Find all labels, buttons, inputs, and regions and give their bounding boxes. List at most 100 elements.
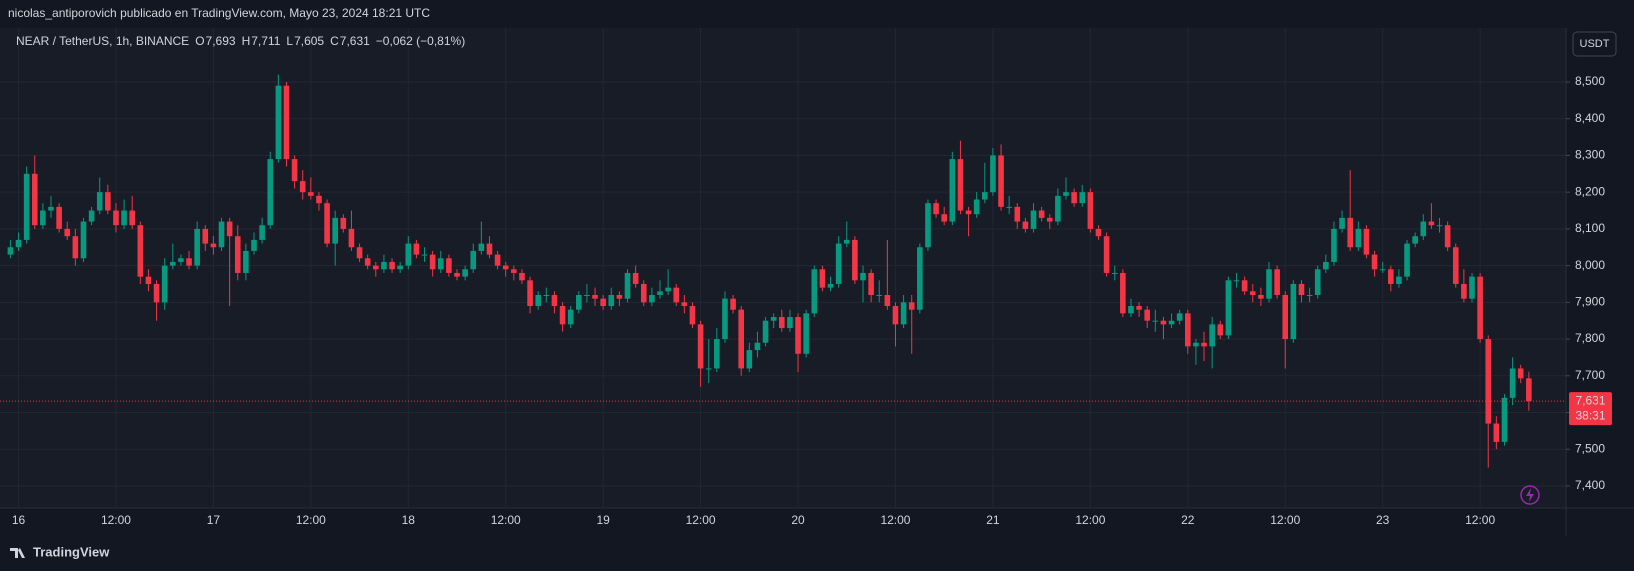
candle-body [632, 272, 639, 284]
last-price-label: 7,631 [1575, 393, 1605, 407]
legend-key: O [195, 34, 204, 48]
x-tick-label: 12:00 [101, 513, 131, 527]
candle-body [519, 272, 525, 281]
alert-bolt [1526, 488, 1534, 502]
candle-body [1103, 236, 1110, 273]
x-tick-label: 23 [1376, 513, 1390, 527]
candle-body [616, 294, 623, 299]
candle-body [105, 192, 111, 211]
candle-body [681, 302, 688, 307]
candle-body [1404, 243, 1410, 277]
candle-body [194, 228, 200, 266]
candle-body [478, 243, 485, 251]
candle-body [941, 214, 947, 222]
candle-body [1030, 210, 1037, 229]
candle-body [40, 210, 46, 226]
candle-body [486, 243, 493, 255]
candle-body [835, 243, 842, 284]
candle-body [1517, 368, 1524, 379]
candle-body [608, 294, 615, 307]
candle-body [925, 203, 931, 248]
candle-body [373, 265, 379, 270]
candle-body [1087, 192, 1094, 229]
candle-body [592, 294, 598, 299]
legend-change: −0,062 (−0,81%) [376, 34, 465, 48]
candle-body [502, 265, 509, 270]
candle-body [364, 258, 371, 266]
candle-body [1225, 280, 1232, 336]
candle-body [1420, 221, 1427, 237]
candle-body [527, 280, 533, 307]
candle-body [340, 217, 347, 229]
candle-body [1233, 280, 1240, 282]
candle-body [1412, 236, 1418, 244]
candle-body [1144, 309, 1150, 321]
candle-body [1526, 378, 1532, 402]
plot-area [0, 28, 1566, 508]
y-tick-label: 8,500 [1575, 74, 1605, 88]
candle-body [1022, 221, 1029, 229]
candle-body [1452, 247, 1459, 284]
candle-body [1355, 228, 1362, 248]
candle-body [559, 306, 566, 325]
candle-body [982, 192, 988, 200]
candle-body [397, 265, 403, 270]
candle-body [72, 236, 79, 259]
x-tick-label: 12:00 [1075, 513, 1105, 527]
legend-key: C [330, 34, 339, 48]
candle-body [1509, 368, 1516, 398]
currency[interactable]: USDT [1580, 38, 1610, 50]
candle-body [511, 269, 517, 273]
candle-body [803, 313, 809, 354]
legend-key: H [242, 34, 251, 48]
candle-body [421, 254, 428, 256]
candle-body [1485, 339, 1492, 424]
candle-body [779, 317, 785, 329]
candle-body [1282, 294, 1289, 340]
candle-body [405, 243, 412, 266]
candle-body [665, 287, 671, 292]
candle-body [121, 210, 127, 226]
candle-body [48, 206, 54, 211]
candle-body [1136, 306, 1142, 310]
legend: NEAR / TetherUS, 1h, BINANCE O 7,693 H 7,711… [16, 34, 465, 48]
candle-body [446, 258, 452, 273]
candle-body [1298, 283, 1305, 295]
candle-body [1128, 306, 1134, 314]
x-tick-label: 16 [12, 513, 26, 527]
x-tick-label: 20 [791, 513, 805, 527]
legend-value: 7,631 [340, 34, 370, 48]
y-tick-label: 8,100 [1575, 221, 1605, 235]
candle-body [1209, 324, 1215, 347]
candle-body [23, 173, 30, 240]
candle-body [1201, 342, 1207, 347]
candle-body [259, 225, 265, 240]
candle-body [1014, 206, 1021, 222]
candle-body [1258, 294, 1264, 299]
last-price-box [1569, 392, 1612, 426]
y-tick-label: 8,400 [1575, 111, 1605, 125]
candle-body [543, 294, 550, 296]
candle-body [738, 309, 744, 369]
candle-body [1046, 217, 1053, 222]
currency-button[interactable] [1572, 31, 1617, 57]
y-tick-label: 8,200 [1575, 184, 1605, 198]
candle-body [356, 247, 363, 259]
candle-body [576, 294, 582, 310]
candle-body [324, 203, 330, 244]
candle-body [1079, 192, 1086, 204]
candle-body [827, 283, 834, 288]
alert-icon[interactable] [1520, 485, 1540, 505]
candle-body [1168, 320, 1175, 325]
x-tick-label: 12:00 [296, 513, 326, 527]
candle-body [291, 159, 298, 182]
x-tick-label: 17 [207, 513, 221, 527]
x-tick-label: 12:00 [686, 513, 716, 527]
candle-body [811, 269, 818, 314]
candle-body [275, 85, 282, 160]
candle-body [852, 239, 858, 281]
candle-body [210, 243, 217, 248]
candle-body [462, 269, 468, 277]
x-tick-label: 19 [596, 513, 610, 527]
candle-body [973, 199, 980, 215]
